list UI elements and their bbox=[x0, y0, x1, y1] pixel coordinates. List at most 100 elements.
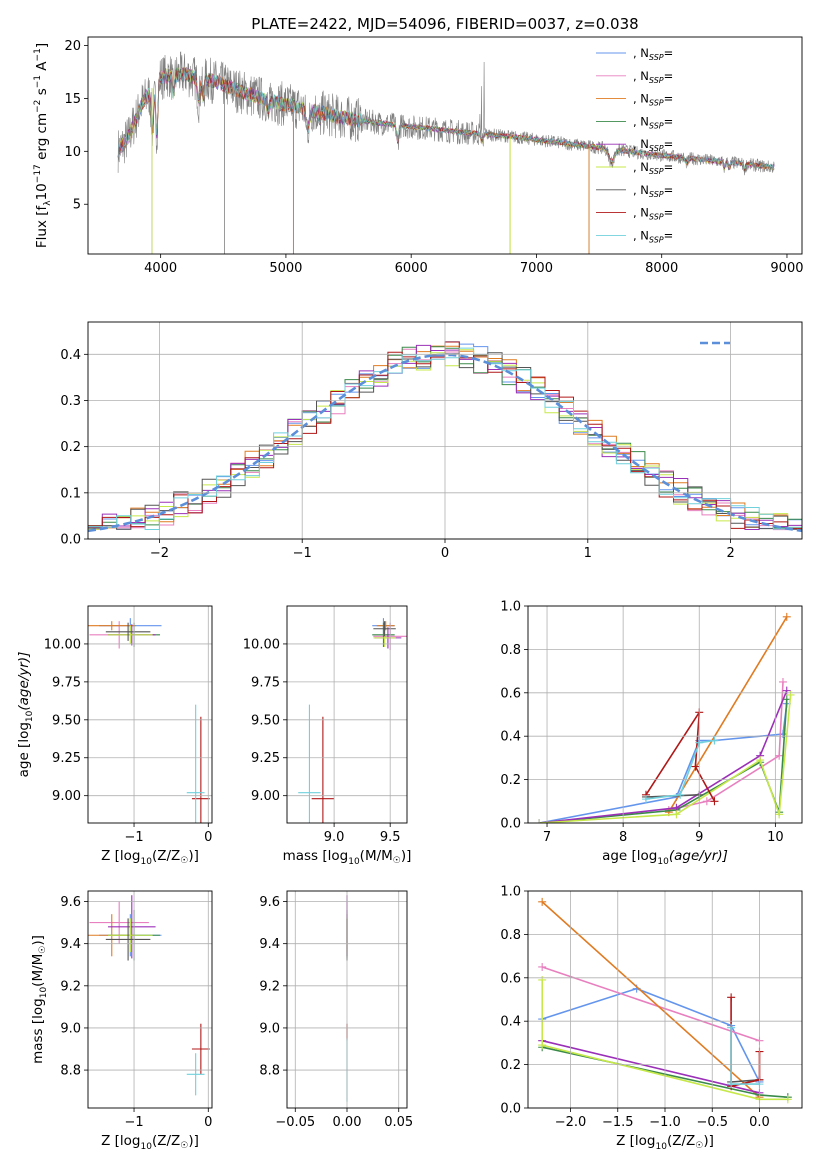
y-tick-label: 9.75 bbox=[251, 675, 280, 690]
axes-frame bbox=[87, 321, 803, 540]
series-marker bbox=[727, 993, 736, 1002]
x-tick-label: 10 bbox=[767, 830, 784, 845]
x-tick-label: 0 bbox=[204, 1115, 212, 1130]
x-axis-label: Z [log10(Z/Z☉)] bbox=[101, 848, 199, 867]
point-kroupa-stelib bbox=[298, 704, 321, 823]
panel-massweight-vs-Z: −2.0 −1.5 −1.0 −0.5 0.0 0.0 0.2 0.4 0.6 0.8 1.0 Z [… bbox=[500, 885, 803, 1152]
y-tick-label: 9.0 bbox=[60, 1021, 81, 1036]
y-tick-label: 9.4 bbox=[60, 937, 81, 952]
y-tick-label: 9.25 bbox=[251, 751, 280, 766]
series-line bbox=[539, 694, 792, 823]
legend-entry: , NSSP= bbox=[633, 69, 673, 85]
y-tick-label: 0.4 bbox=[60, 348, 81, 363]
point-kroupa-stelib bbox=[186, 704, 205, 823]
point-kroupa-elodie bbox=[108, 625, 153, 644]
x-axis-label: Z [log10(Z/Z☉)] bbox=[101, 1133, 199, 1152]
series-line bbox=[668, 681, 784, 811]
y-tick-label: 10.00 bbox=[243, 637, 280, 652]
panel-mass-vs-Z: −1 0 8.8 9.0 9.2 9.4 9.6 Z [log10(Z/Z☉)] mass [l… bbox=[30, 890, 213, 1152]
axes-frame bbox=[527, 605, 803, 824]
point-salpeter-stelib bbox=[191, 1023, 210, 1075]
x-tick-label: 2 bbox=[726, 546, 734, 561]
y-tick-label: 0.4 bbox=[500, 730, 521, 745]
y-tick-label: 0.2 bbox=[500, 773, 521, 788]
series-marker bbox=[691, 762, 700, 771]
legend-entry: , NSSP= bbox=[633, 183, 673, 199]
point-chabrier-stelib bbox=[373, 621, 396, 637]
series-marker bbox=[672, 810, 681, 819]
axes-frame bbox=[87, 890, 213, 1109]
x-tick-label: 7 bbox=[543, 830, 551, 845]
y-tick-label: 0.6 bbox=[500, 686, 521, 701]
y-tick-label: 9.25 bbox=[52, 751, 81, 766]
point-salpeter-stelib bbox=[311, 716, 335, 823]
series-line bbox=[645, 739, 715, 800]
series-marker bbox=[756, 756, 765, 765]
x-tick-label: 0.00 bbox=[333, 1115, 362, 1130]
point-kroupa-elodie bbox=[108, 918, 153, 953]
series-marker bbox=[778, 677, 787, 686]
x-tick-label: −0.05 bbox=[275, 1115, 315, 1130]
plot-area bbox=[88, 895, 210, 1096]
point-salpeter-stelib bbox=[191, 716, 210, 823]
y-tick-label: 10.00 bbox=[44, 637, 81, 652]
y-tick-label: 9.6 bbox=[259, 895, 280, 910]
model-spectrum-line-kroupa-stelib bbox=[117, 69, 775, 171]
series-salpeter-miles bbox=[664, 677, 787, 814]
x-tick-label: 8000 bbox=[645, 261, 678, 276]
panel-residuals: −2 −1 0 1 2 0.0 0.1 0.2 0.3 0.4 bbox=[60, 321, 803, 561]
series-marker bbox=[538, 962, 547, 971]
y-tick-label: 0.0 bbox=[500, 817, 521, 832]
x-axis-label: mass [log10(M/M☉)] bbox=[283, 848, 412, 867]
x-tick-label: 9.5 bbox=[380, 830, 401, 845]
y-tick-label: 0.8 bbox=[500, 928, 521, 943]
x-tick-label: 7000 bbox=[520, 261, 553, 276]
legend-entry: , NSSP= bbox=[633, 228, 673, 244]
series-line bbox=[541, 987, 761, 1083]
x-tick-label: 6000 bbox=[395, 261, 428, 276]
x-tick-label: −1 bbox=[124, 830, 143, 845]
point-chabrier-stelib bbox=[105, 918, 151, 961]
panel-mass-vs-ebv: −0.05 0.00 0.05 8.8 9.0 9.2 9.4 9.6 bbox=[259, 890, 413, 1130]
y-tick-label: 0.2 bbox=[500, 1058, 521, 1073]
series-marker bbox=[782, 612, 791, 621]
y-tick-label: 5 bbox=[73, 198, 81, 213]
legend-entry: , NSSP= bbox=[633, 206, 673, 222]
series-marker bbox=[702, 797, 711, 806]
x-axis-label: age [log10(age/yr)] bbox=[602, 848, 728, 867]
series-line bbox=[541, 966, 760, 1042]
series-marker bbox=[782, 686, 791, 695]
legend: , NSSP= , NSSP= , NSSP= , NSSP= , NSSP= , NSS… bbox=[596, 46, 673, 244]
series-line bbox=[539, 699, 788, 823]
series-marker bbox=[535, 819, 544, 823]
axes-frame bbox=[527, 890, 803, 1109]
series-salpeter-stelib bbox=[641, 708, 719, 806]
series-line bbox=[539, 690, 788, 823]
plot-area bbox=[117, 51, 775, 254]
point-kroupa-stelib bbox=[186, 1053, 205, 1096]
y-tick-label: 9.0 bbox=[259, 1021, 280, 1036]
y-tick-label: 10 bbox=[64, 145, 81, 160]
series-salpeter-elodie bbox=[535, 686, 791, 823]
x-tick-label: 9000 bbox=[770, 261, 803, 276]
x-tick-label: −1.5 bbox=[602, 1115, 634, 1130]
legend-entry: , NSSP= bbox=[633, 160, 673, 176]
series-line bbox=[539, 703, 788, 823]
panel-massweight-vs-age: 7 8 9 10 0.0 0.2 0.4 0.6 0.8 1.0 age [log10(age/yr… bbox=[500, 600, 803, 867]
figure-title: PLATE=2422, MJD=54096, FIBERID=0037, z=0… bbox=[251, 15, 638, 33]
point-chabrier-elodie bbox=[372, 622, 395, 647]
legend-entry: , NSSP= bbox=[633, 114, 673, 130]
series-line bbox=[541, 901, 761, 1098]
axes-frame bbox=[87, 36, 803, 255]
point-salpeter-miles bbox=[89, 901, 149, 944]
y-axis-label: mass [log10(M/M☉)] bbox=[30, 935, 49, 1064]
y-tick-label: 0.2 bbox=[60, 440, 81, 455]
x-axis-label: Z [log10(Z/Z☉)] bbox=[616, 1133, 714, 1152]
series-marker bbox=[727, 1023, 736, 1032]
x-tick-label: −0.5 bbox=[696, 1115, 728, 1130]
y-tick-label: 1.0 bbox=[500, 885, 521, 900]
series-kroupa-elodie bbox=[535, 690, 795, 823]
series-marker bbox=[786, 690, 795, 699]
panel-age-vs-Z: −1 0 9.00 9.25 9.50 9.75 10.00 Z [log10(Z/Z☉)] a… bbox=[16, 605, 213, 867]
plot-area bbox=[298, 618, 407, 823]
